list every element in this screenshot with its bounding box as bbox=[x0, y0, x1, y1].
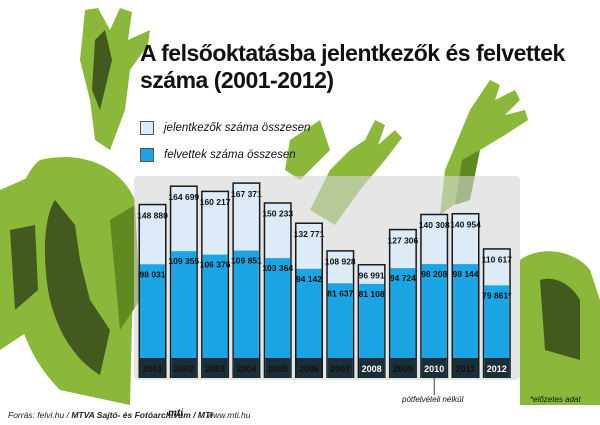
legend-item-admitted: felvettek száma összesen bbox=[140, 146, 296, 164]
legend-label-applicants: jelentkezők száma összesen bbox=[164, 122, 311, 134]
mti-logo: mti bbox=[168, 408, 183, 419]
tick-label-2008: 2008 bbox=[362, 364, 382, 374]
legend-item-applicants: jelentkezők száma összesen bbox=[140, 119, 310, 137]
label-admitted-2001: 98 031 bbox=[140, 269, 166, 279]
label-applicants-2001: 148 880 bbox=[137, 210, 168, 220]
tick-label-2002: 2002 bbox=[174, 364, 194, 374]
label-admitted-2011: 98 144 bbox=[453, 269, 479, 279]
tick-label-2010: 2010 bbox=[424, 364, 444, 374]
label-admitted-2012: 79 861* bbox=[482, 290, 512, 300]
tick-label-2011: 2011 bbox=[456, 364, 476, 374]
legend-swatch-applicants bbox=[140, 121, 154, 135]
mti-url: www.mti.hu bbox=[207, 410, 251, 420]
label-applicants-2005: 150 233 bbox=[262, 209, 293, 219]
label-admitted-2008: 81 108 bbox=[359, 289, 385, 299]
tick-label-2012: 2012 bbox=[487, 364, 507, 374]
tick-label-2003: 2003 bbox=[205, 364, 225, 374]
label-applicants-2011: 140 954 bbox=[450, 219, 481, 229]
chart-title-line2: száma (2001-2012) bbox=[140, 67, 334, 93]
label-admitted-2004: 109 851 bbox=[231, 256, 262, 266]
labels-group: 148 880 98 031 2001 164 699 109 355 2002 160 2… bbox=[137, 189, 512, 395]
tick-label-2005: 2005 bbox=[268, 364, 288, 374]
note-no-supplementary: pótfelvételi nélkül bbox=[402, 395, 464, 404]
bar-year-band-2010 bbox=[421, 358, 447, 378]
label-applicants-2002: 164 699 bbox=[168, 192, 199, 202]
footer bbox=[0, 405, 600, 425]
bar-year-band-2012 bbox=[484, 358, 510, 378]
chart-title-line1: A felsőoktatásba jelentkezők és felvette… bbox=[140, 40, 565, 66]
bar-year-band-2006 bbox=[296, 358, 322, 378]
tick-label-2007: 2007 bbox=[330, 364, 350, 374]
label-applicants-2003: 160 217 bbox=[200, 197, 231, 207]
label-applicants-2006: 132 771 bbox=[294, 229, 325, 239]
label-applicants-2007: 108 928 bbox=[325, 257, 356, 267]
bar-admitted-2003 bbox=[202, 254, 228, 378]
legend-swatch-admitted bbox=[140, 148, 154, 162]
label-applicants-2010: 140 308 bbox=[419, 220, 450, 230]
label-admitted-2006: 94 142 bbox=[296, 274, 322, 284]
label-admitted-2007: 81 637 bbox=[327, 288, 353, 298]
bar-admitted-2004 bbox=[233, 250, 259, 378]
note-preliminary: *előzetes adat bbox=[530, 395, 581, 404]
bar-year-band-2004 bbox=[233, 358, 259, 378]
tick-label-2006: 2006 bbox=[299, 364, 319, 374]
source-text: Forrás: felvi.hu / MTVA Sajtó- és Fotóar… bbox=[8, 410, 213, 420]
legend-label-admitted: felvettek száma összesen bbox=[164, 149, 296, 161]
bar-year-band-2002 bbox=[171, 358, 197, 378]
bar-year-band-2007 bbox=[327, 358, 353, 378]
source-archive: MTVA Sajtó- és Fotóarchívum / MTI bbox=[71, 410, 213, 420]
label-applicants-2009: 127 306 bbox=[388, 235, 419, 245]
label-admitted-2002: 109 355 bbox=[168, 256, 199, 266]
label-applicants-2012: 110 617 bbox=[482, 255, 513, 265]
bar-year-band-2009 bbox=[390, 358, 416, 378]
bar-year-band-2001 bbox=[140, 358, 165, 378]
label-applicants-2008: 96 991 bbox=[359, 270, 385, 280]
chart-title: A felsőoktatásba jelentkezők és felvette… bbox=[140, 40, 565, 94]
source-prefix: Forrás: felvi.hu / bbox=[8, 410, 72, 420]
bar-year-band-2005 bbox=[265, 358, 291, 378]
bar-year-band-2003 bbox=[202, 358, 228, 378]
label-admitted-2005: 103 364 bbox=[262, 263, 293, 273]
label-admitted-2010: 98 208 bbox=[421, 269, 447, 279]
bars-group bbox=[138, 182, 511, 378]
tick-label-2001: 2001 bbox=[142, 364, 162, 374]
bar-admitted-2002 bbox=[171, 251, 197, 378]
label-admitted-2009: 94 724 bbox=[390, 273, 416, 283]
label-admitted-2003: 106 376 bbox=[200, 260, 231, 270]
tick-label-2004: 2004 bbox=[236, 364, 256, 374]
tick-label-2009: 2009 bbox=[393, 364, 413, 374]
label-applicants-2004: 167 371 bbox=[231, 189, 262, 199]
bar-year-band-2011 bbox=[453, 358, 478, 378]
bar-year-band-2008 bbox=[359, 358, 385, 378]
